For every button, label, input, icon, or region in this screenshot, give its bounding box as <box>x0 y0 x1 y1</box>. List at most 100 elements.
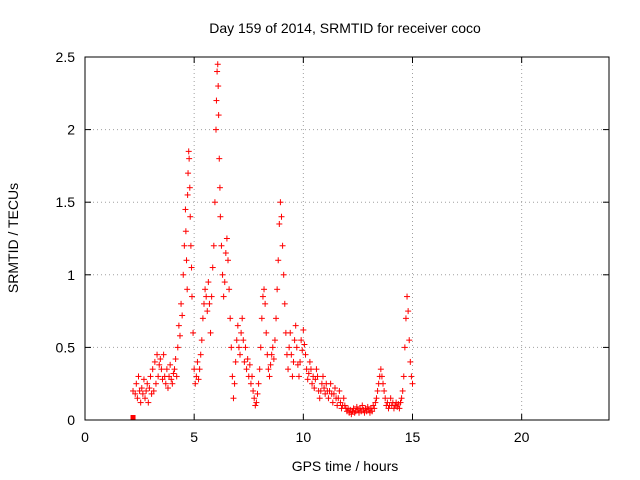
data-point <box>204 308 211 315</box>
data-point <box>135 373 142 380</box>
data-point <box>287 329 294 336</box>
data-point <box>266 373 273 380</box>
data-point <box>139 390 146 397</box>
data-point <box>151 358 158 365</box>
data-point <box>184 286 191 293</box>
data-point <box>187 242 194 249</box>
data-point <box>402 315 409 322</box>
data-point <box>321 385 328 392</box>
data-point <box>397 399 404 406</box>
data-point <box>364 403 371 410</box>
data-point <box>181 242 188 249</box>
data-point <box>277 199 284 206</box>
data-point <box>247 380 254 387</box>
data-point <box>359 402 366 409</box>
data-point <box>242 344 249 351</box>
data-point <box>293 344 300 351</box>
data-point <box>309 380 316 387</box>
data-point <box>299 347 306 354</box>
data-point <box>175 322 182 329</box>
axis-ticks <box>84 56 609 421</box>
y-tick-label: 2.5 <box>56 49 76 65</box>
data-point <box>307 366 314 373</box>
data-point <box>233 337 240 344</box>
x-tick-label: 20 <box>514 429 530 445</box>
data-point <box>133 380 140 387</box>
data-point <box>406 337 413 344</box>
data-point <box>289 373 296 380</box>
x-tick-label: 0 <box>81 429 89 445</box>
data-point <box>176 332 183 339</box>
data-points <box>130 61 416 420</box>
data-point <box>258 315 265 322</box>
data-point <box>306 358 313 365</box>
data-point <box>263 329 270 336</box>
grid-lines <box>85 57 609 420</box>
data-point <box>194 358 201 365</box>
data-point <box>325 395 332 402</box>
data-point <box>340 395 347 402</box>
data-point <box>196 366 203 373</box>
data-point <box>387 395 394 402</box>
data-point <box>155 373 162 380</box>
data-point <box>257 344 264 351</box>
data-point <box>270 356 277 363</box>
data-point <box>226 286 233 293</box>
data-point <box>182 228 189 235</box>
data-point <box>185 170 192 177</box>
data-point <box>398 395 405 402</box>
data-point <box>313 366 320 373</box>
data-point <box>198 337 205 344</box>
data-point <box>380 380 387 387</box>
data-point <box>187 213 194 220</box>
data-point <box>295 373 302 380</box>
data-point <box>374 387 381 394</box>
data-point <box>317 387 324 394</box>
data-point <box>186 155 193 162</box>
data-point <box>348 411 355 418</box>
data-point <box>160 351 167 358</box>
data-point <box>216 155 223 162</box>
data-point <box>405 308 412 315</box>
data-point <box>197 351 204 358</box>
data-point <box>140 376 147 383</box>
data-point <box>144 380 151 387</box>
data-point <box>298 337 305 344</box>
data-point <box>216 184 223 191</box>
data-point <box>138 385 145 392</box>
data-point <box>316 395 323 402</box>
data-point <box>152 380 159 387</box>
data-point <box>407 358 414 365</box>
data-point <box>381 387 388 394</box>
data-point <box>241 358 248 365</box>
data-point <box>229 373 236 380</box>
data-point <box>238 329 245 336</box>
data-point <box>290 358 297 365</box>
data-point <box>300 326 307 333</box>
plot-frame <box>84 56 610 421</box>
data-point <box>305 370 312 377</box>
data-point <box>288 351 295 358</box>
data-point <box>157 356 164 363</box>
data-point <box>205 279 212 286</box>
data-point <box>239 315 246 322</box>
data-point <box>250 387 257 394</box>
data-point <box>132 390 139 397</box>
data-point <box>327 380 334 387</box>
data-point <box>217 213 224 220</box>
data-point <box>243 366 250 373</box>
data-point <box>167 361 174 368</box>
data-point <box>311 385 318 392</box>
data-point <box>330 390 337 397</box>
data-point <box>261 286 268 293</box>
data-point <box>408 373 415 380</box>
x-tick-label: 5 <box>190 429 198 445</box>
data-point <box>240 337 247 344</box>
data-point <box>280 271 287 278</box>
data-point <box>378 373 385 380</box>
data-point <box>297 358 304 365</box>
data-point <box>183 257 190 264</box>
data-point <box>267 361 274 368</box>
data-point <box>142 395 149 402</box>
data-point <box>401 344 408 351</box>
